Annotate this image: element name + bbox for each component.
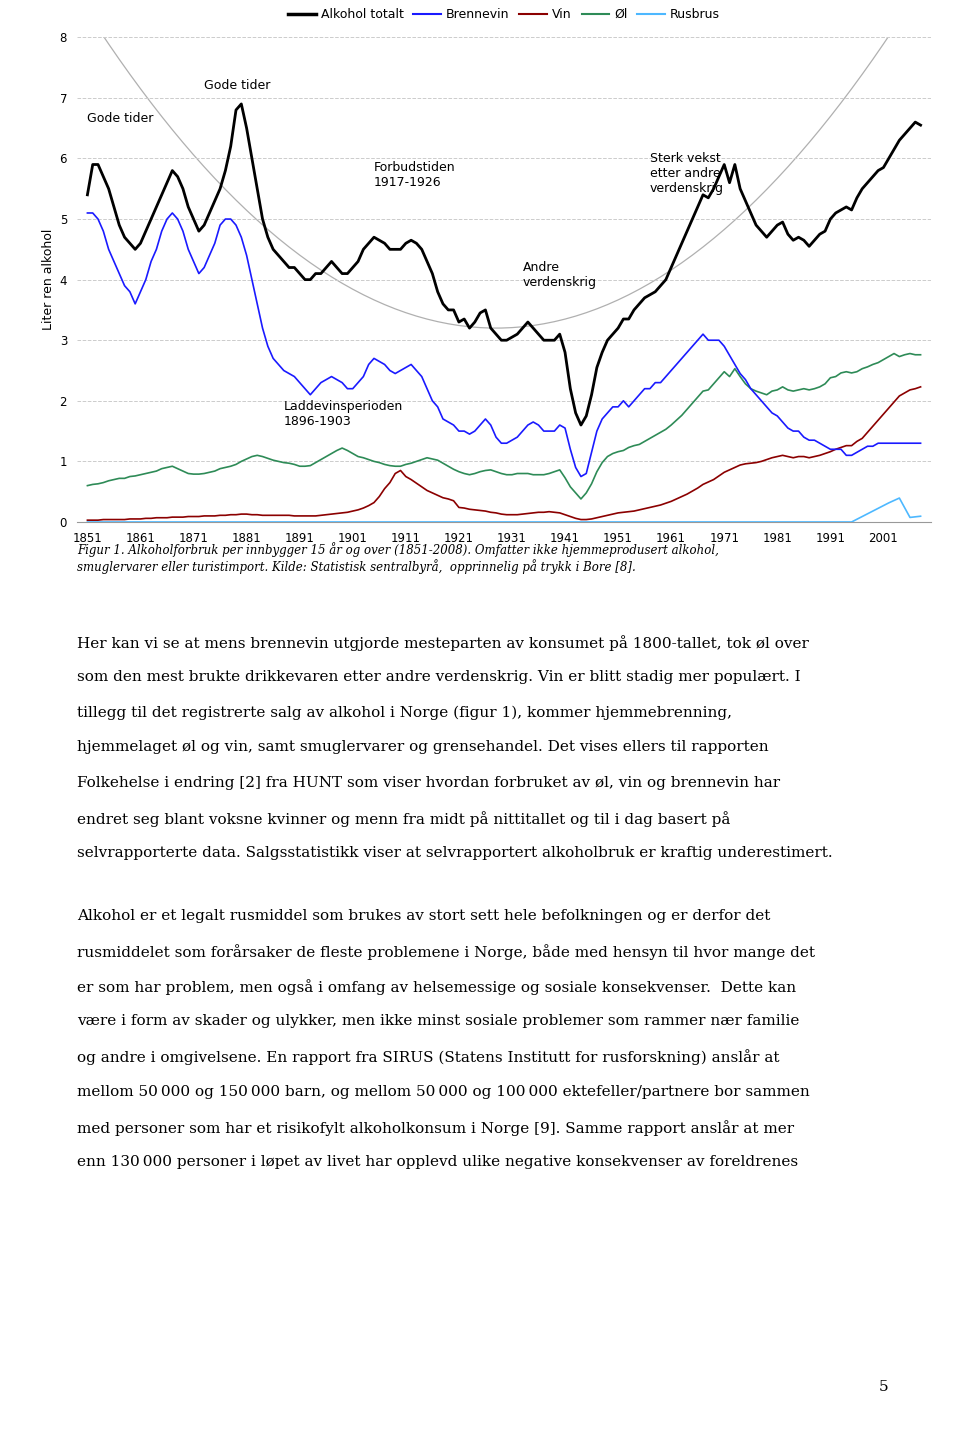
- Text: rusmiddelet som forårsaker de fleste problemene i Norge, både med hensyn til hvo: rusmiddelet som forårsaker de fleste pro…: [77, 944, 815, 959]
- Legend: Alkohol totalt, Brennevin, Vin, Øl, Rusbrus: Alkohol totalt, Brennevin, Vin, Øl, Rusb…: [283, 3, 725, 26]
- Text: hjemmelaget øl og vin, samt smuglervarer og grensehandel. Det vises ellers til r: hjemmelaget øl og vin, samt smuglervarer…: [77, 740, 768, 754]
- Text: Sterk vekst
etter andre
verdenskrig: Sterk vekst etter andre verdenskrig: [650, 152, 724, 195]
- Text: Figur 1. Alkoholforbruk per innbygger 15 år og over (1851-2008). Omfatter ikke h: Figur 1. Alkoholforbruk per innbygger 15…: [77, 542, 719, 574]
- Text: er som har problem, men også i omfang av helsemessige og sosiale konsekvenser.  : er som har problem, men også i omfang av…: [77, 979, 796, 995]
- Text: Andre
verdenskrig: Andre verdenskrig: [522, 261, 596, 288]
- Text: enn 130 000 personer i løpet av livet har opplevd ulike negative konsekvenser av: enn 130 000 personer i løpet av livet ha…: [77, 1154, 798, 1169]
- Text: endret seg blant voksne kvinner og menn fra midt på nittitallet og til i dag bas: endret seg blant voksne kvinner og menn …: [77, 810, 731, 826]
- Text: Alkohol er et legalt rusmiddel som brukes av stort sett hele befolkningen og er : Alkohol er et legalt rusmiddel som bruke…: [77, 909, 770, 923]
- Text: Folkehelse i endring [2] fra HUNT som viser hvordan forbruket av øl, vin og bren: Folkehelse i endring [2] fra HUNT som vi…: [77, 776, 780, 790]
- Text: og andre i omgivelsene. En rapport fra SIRUS (Statens Institutt for rusforskning: og andre i omgivelsene. En rapport fra S…: [77, 1050, 780, 1065]
- Text: tillegg til det registrerte salg av alkohol i Norge (figur 1), kommer hjemmebren: tillegg til det registrerte salg av alko…: [77, 706, 732, 720]
- Text: Laddevinsperioden
1896-1903: Laddevinsperioden 1896-1903: [284, 400, 403, 429]
- Text: Forbudstiden
1917-1926: Forbudstiden 1917-1926: [374, 161, 456, 189]
- Text: med personer som har et risikofylt alkoholkonsum i Norge [9]. Samme rapport ansl: med personer som har et risikofylt alkoh…: [77, 1120, 794, 1136]
- Text: Gode tider: Gode tider: [87, 112, 154, 125]
- Text: som den mest brukte drikkevaren etter andre verdenskrig. Vin er blitt stadig mer: som den mest brukte drikkevaren etter an…: [77, 670, 801, 684]
- Text: Gode tider: Gode tider: [204, 79, 271, 92]
- Text: selvrapporterte data. Salgsstatistikk viser at selvrapportert alkoholbruk er kra: selvrapporterte data. Salgsstatistikk vi…: [77, 846, 832, 860]
- Y-axis label: Liter ren alkohol: Liter ren alkohol: [42, 229, 56, 330]
- Text: mellom 50 000 og 150 000 barn, og mellom 50 000 og 100 000 ektefeller/partnere b: mellom 50 000 og 150 000 barn, og mellom…: [77, 1084, 809, 1098]
- Text: være i form av skader og ulykker, men ikke minst sosiale problemer som rammer næ: være i form av skader og ulykker, men ik…: [77, 1014, 799, 1028]
- Text: 5: 5: [878, 1380, 888, 1394]
- Text: Her kan vi se at mens brennevin utgjorde mesteparten av konsumet på 1800-tallet,: Her kan vi se at mens brennevin utgjorde…: [77, 635, 808, 651]
